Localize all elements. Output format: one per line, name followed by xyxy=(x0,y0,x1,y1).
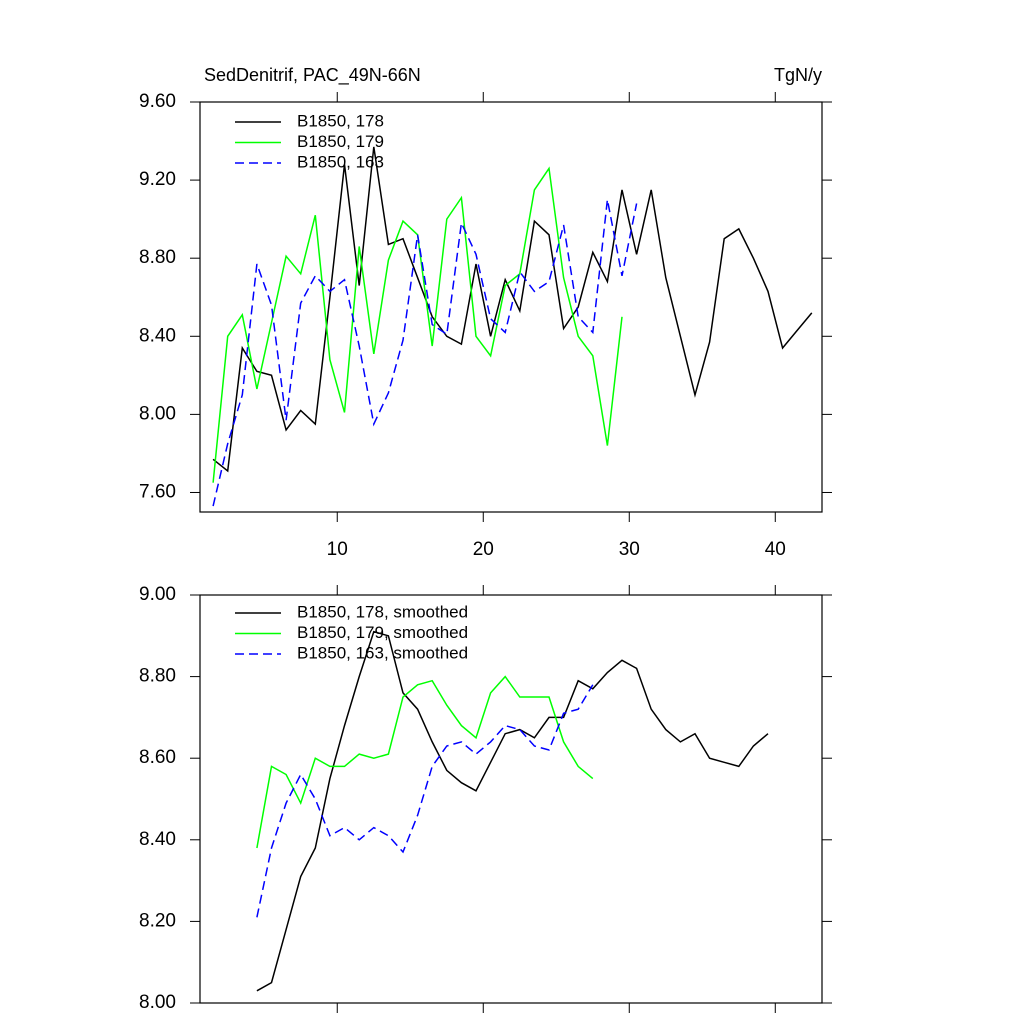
y-tick-label: 8.80 xyxy=(139,247,176,268)
y-tick-label: 8.00 xyxy=(139,403,176,424)
y-tick-label: 8.60 xyxy=(139,747,176,768)
legend-label: B1850, 179 xyxy=(297,132,384,151)
series-line xyxy=(256,675,594,849)
legend-label: B1850, 163, smoothed xyxy=(297,643,468,662)
y-tick-label: 8.00 xyxy=(139,992,176,1013)
chart-title: SedDenitrif, PAC_49N-66N xyxy=(204,65,421,86)
y-tick-label: 7.60 xyxy=(139,481,176,502)
units-label: TgN/y xyxy=(774,65,822,85)
series-line xyxy=(256,630,769,992)
y-tick-label: 9.20 xyxy=(139,169,176,190)
legend-label: B1850, 179, smoothed xyxy=(297,623,468,642)
series-line xyxy=(256,684,594,918)
legend-label: B1850, 163 xyxy=(297,152,384,171)
series-line xyxy=(212,146,813,473)
plot-frame xyxy=(199,594,823,1004)
y-tick-label: 9.60 xyxy=(139,91,176,112)
x-tick-label: 10 xyxy=(327,539,348,560)
legend-label: B1850, 178, smoothed xyxy=(297,602,468,621)
y-tick-label: 8.80 xyxy=(139,666,176,687)
x-tick-label: 40 xyxy=(765,539,786,560)
legend-label: B1850, 178 xyxy=(297,111,384,130)
plot-frame xyxy=(199,101,823,513)
y-tick-label: 8.40 xyxy=(139,829,176,850)
y-tick-label: 8.40 xyxy=(139,325,176,346)
x-tick-label: 30 xyxy=(619,539,640,560)
series-line xyxy=(212,199,638,507)
x-tick-label: 20 xyxy=(473,539,494,560)
y-tick-label: 8.20 xyxy=(139,910,176,931)
y-tick-label: 9.00 xyxy=(139,584,176,605)
